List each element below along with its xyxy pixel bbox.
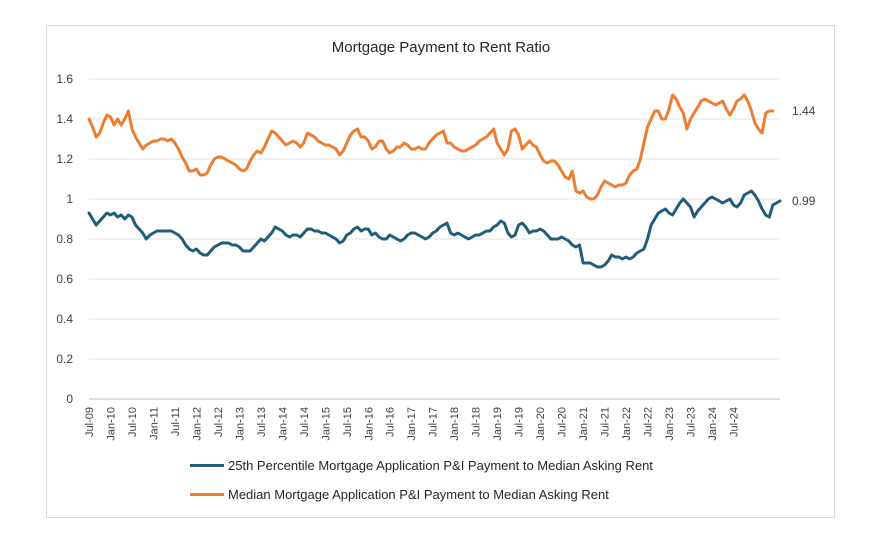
x-tick-label: Jan-11	[148, 407, 160, 440]
series-lines	[87, 93, 782, 269]
x-tick-label: Jan-23	[664, 407, 676, 441]
legend-item-25th-percentile: 25th Percentile Mortgage Application P&I…	[190, 458, 653, 473]
x-tick-label: Jul-18	[471, 407, 483, 437]
x-tick-label: Jul-24	[728, 407, 740, 437]
x-tick-label: Jan-13	[234, 407, 246, 441]
chart-plot: Mortgage Payment to Rent Ratio 0 0.2 0.4 0.…	[56, 39, 816, 441]
x-tick-label: Jan-12	[191, 407, 203, 441]
x-tick-label: Jul-09	[84, 407, 96, 437]
x-axis-ticks: Jul-09 Jan-10 Jul-10 Jan-11 Jul-11 Jan-12 Jul-…	[84, 407, 740, 441]
legend-swatch-25th	[190, 464, 224, 467]
x-tick-label: Jan-19	[492, 407, 504, 441]
x-tick-label: Jan-20	[535, 407, 547, 441]
x-tick-label: Jul-12	[213, 407, 225, 437]
chart-title: Mortgage Payment to Rent Ratio	[332, 39, 550, 56]
x-tick-label: Jan-18	[449, 407, 461, 441]
x-tick-label: Jan-21	[578, 407, 590, 441]
legend-label-median: Median Mortgage Application P&I Payment …	[228, 487, 609, 502]
y-tick-label: 0.6	[56, 272, 73, 286]
x-tick-label: Jan-17	[406, 407, 418, 441]
legend-item-median: Median Mortgage Application P&I Payment …	[190, 487, 609, 502]
x-tick-label: Jul-10	[127, 407, 139, 437]
y-tick-label: 1.6	[56, 72, 73, 86]
y-tick-label: 1.4	[56, 112, 73, 126]
end-label-median: 1.44	[792, 104, 816, 118]
x-tick-label: Jul-14	[299, 407, 311, 437]
x-tick-label: Jan-10	[105, 407, 117, 441]
legend-swatch-median	[190, 493, 224, 496]
y-axis-ticks: 0 0.2 0.4 0.6 0.8 1 1.2 1.4 1.6	[56, 72, 73, 406]
x-tick-label: Jul-17	[428, 407, 440, 437]
series-line-25th-percentile	[87, 189, 782, 269]
chart-frame: Mortgage Payment to Rent Ratio 0 0.2 0.4 0.…	[46, 25, 835, 518]
x-tick-label: Jan-15	[320, 407, 332, 441]
y-tick-label: 1	[66, 192, 73, 206]
end-label-25th: 0.99	[792, 194, 816, 208]
y-tick-label: 0.8	[56, 232, 73, 246]
x-tick-label: Jul-21	[600, 407, 612, 437]
legend-label-25th: 25th Percentile Mortgage Application P&I…	[228, 458, 653, 473]
y-tick-label: 0.2	[56, 352, 73, 366]
y-tick-label: 1.2	[56, 152, 73, 166]
x-tick-label: Jan-24	[707, 407, 719, 441]
x-tick-label: Jul-13	[256, 407, 268, 437]
end-labels: 0.99 1.44	[792, 104, 816, 208]
gridlines	[89, 78, 780, 400]
x-tick-label: Jul-22	[643, 407, 655, 437]
y-tick-label: 0	[66, 392, 73, 406]
x-tick-label: Jan-22	[621, 407, 633, 441]
x-tick-label: Jul-20	[557, 407, 569, 437]
x-tick-label: Jul-11	[170, 407, 182, 436]
x-tick-label: Jan-14	[277, 407, 289, 441]
x-tick-label: Jul-23	[685, 407, 697, 437]
y-tick-label: 0.4	[56, 312, 73, 326]
x-tick-label: Jul-15	[342, 407, 354, 437]
series-line-median	[87, 93, 775, 201]
x-tick-label: Jul-16	[385, 407, 397, 437]
x-tick-label: Jul-19	[514, 407, 526, 437]
x-tick-label: Jan-16	[363, 407, 375, 441]
